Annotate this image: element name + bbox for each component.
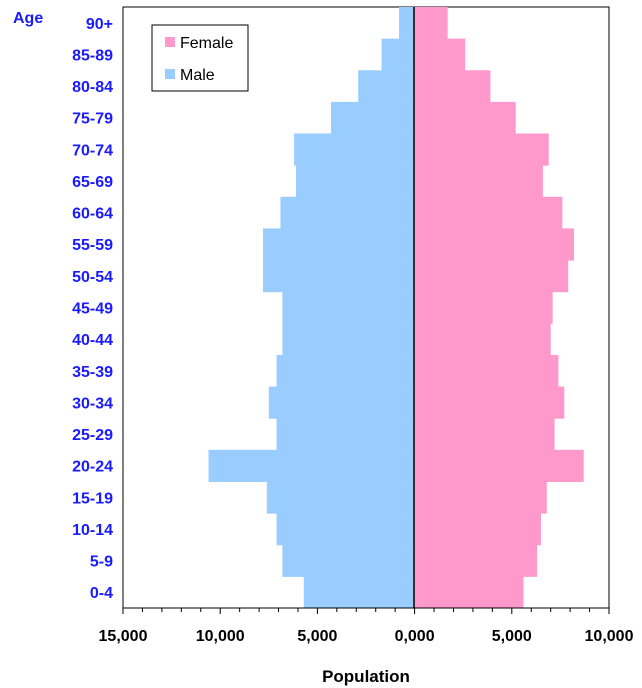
- age-label-55-59: 55-59: [72, 237, 113, 254]
- legend-swatch-female: [165, 37, 175, 47]
- age-label-60-64: 60-64: [72, 206, 113, 223]
- bar-female-60-64: [414, 196, 563, 229]
- bar-female-70-74: [414, 133, 549, 166]
- bar-male-40-44: [282, 323, 415, 356]
- bar-male-65-69: [296, 165, 415, 198]
- bar-male-10-14: [276, 513, 415, 546]
- bar-female-10-14: [414, 513, 541, 546]
- bar-female-75-79: [414, 101, 516, 135]
- bar-female-35-39: [414, 354, 559, 388]
- bar-male-90+: [399, 7, 415, 40]
- bar-male-30-34: [268, 386, 415, 419]
- bar-male-55-59: [262, 228, 415, 261]
- x-tick-label: 5,000: [492, 628, 532, 645]
- bar-female-55-59: [414, 228, 575, 261]
- bar-male-80-84: [358, 70, 415, 103]
- age-label-40-44: 40-44: [72, 332, 113, 349]
- bar-female-90+: [414, 7, 448, 40]
- bar-male-60-64: [280, 196, 415, 229]
- age-label-90+: 90+: [86, 16, 113, 33]
- age-label-80-84: 80-84: [72, 79, 113, 96]
- bar-female-80-84: [414, 70, 491, 103]
- legend-box: [151, 24, 249, 92]
- age-label-85-89: 85-89: [72, 47, 113, 64]
- x-axis-tick-labels: 15,000 10,000 5,000 0,000 5,000 10,000: [99, 628, 634, 645]
- bar-male-15-19: [266, 481, 415, 514]
- bar-male-50-54: [262, 260, 415, 293]
- bar-male-70-74: [294, 133, 415, 166]
- bar-male-0-4: [303, 576, 415, 609]
- age-label-25-29: 25-29: [72, 427, 113, 444]
- age-label-0-4: 0-4: [90, 585, 113, 602]
- bar-male-85-89: [381, 38, 415, 71]
- legend-label-female: Female: [180, 35, 233, 52]
- bar-female-40-44: [414, 323, 551, 356]
- x-axis-ticks: [122, 608, 610, 614]
- x-tick-label: 5,000: [297, 628, 337, 645]
- legend-label-male: Male: [180, 67, 215, 84]
- male-bars: [208, 7, 415, 609]
- age-label-15-19: 15-19: [72, 490, 113, 507]
- age-label-10-14: 10-14: [72, 522, 113, 539]
- age-label-75-79: 75-79: [72, 111, 113, 128]
- bar-male-25-29: [276, 418, 415, 451]
- bar-female-5-9: [414, 544, 538, 577]
- x-tick-label: 10,000: [585, 628, 634, 645]
- bar-female-85-89: [414, 38, 466, 71]
- age-label-50-54: 50-54: [72, 269, 113, 286]
- age-label-5-9: 5-9: [90, 554, 113, 571]
- x-axis-title: Population: [322, 667, 410, 686]
- x-tick-label: 10,000: [196, 628, 245, 645]
- bar-male-5-9: [282, 544, 415, 577]
- age-label-45-49: 45-49: [72, 301, 113, 318]
- age-label-70-74: 70-74: [72, 142, 113, 159]
- female-bars: [414, 7, 584, 609]
- y-axis-title: Age: [13, 10, 43, 27]
- bar-female-50-54: [414, 260, 569, 293]
- bar-female-30-34: [414, 386, 565, 419]
- bar-female-20-24: [414, 449, 584, 482]
- bar-female-25-29: [414, 418, 555, 451]
- bar-male-75-79: [331, 101, 415, 135]
- age-label-65-69: 65-69: [72, 174, 113, 191]
- age-label-35-39: 35-39: [72, 364, 113, 381]
- x-tick-label: 15,000: [99, 628, 148, 645]
- bar-female-0-4: [414, 576, 524, 609]
- bar-female-65-69: [414, 165, 543, 198]
- bar-male-35-39: [276, 354, 415, 388]
- legend: Female Male: [151, 24, 249, 92]
- bar-female-15-19: [414, 481, 547, 514]
- bar-male-45-49: [282, 291, 415, 324]
- bar-male-20-24: [208, 449, 415, 482]
- x-tick-label: 0,000: [395, 628, 435, 645]
- bar-female-45-49: [414, 291, 553, 324]
- legend-swatch-male: [165, 69, 175, 79]
- age-label-20-24: 20-24: [72, 459, 113, 476]
- age-label-30-34: 30-34: [72, 395, 113, 412]
- age-tick-labels: 0-4 5-9 10-14 15-19 20-24 25-29 30-34 35-39 40-4…: [72, 16, 113, 602]
